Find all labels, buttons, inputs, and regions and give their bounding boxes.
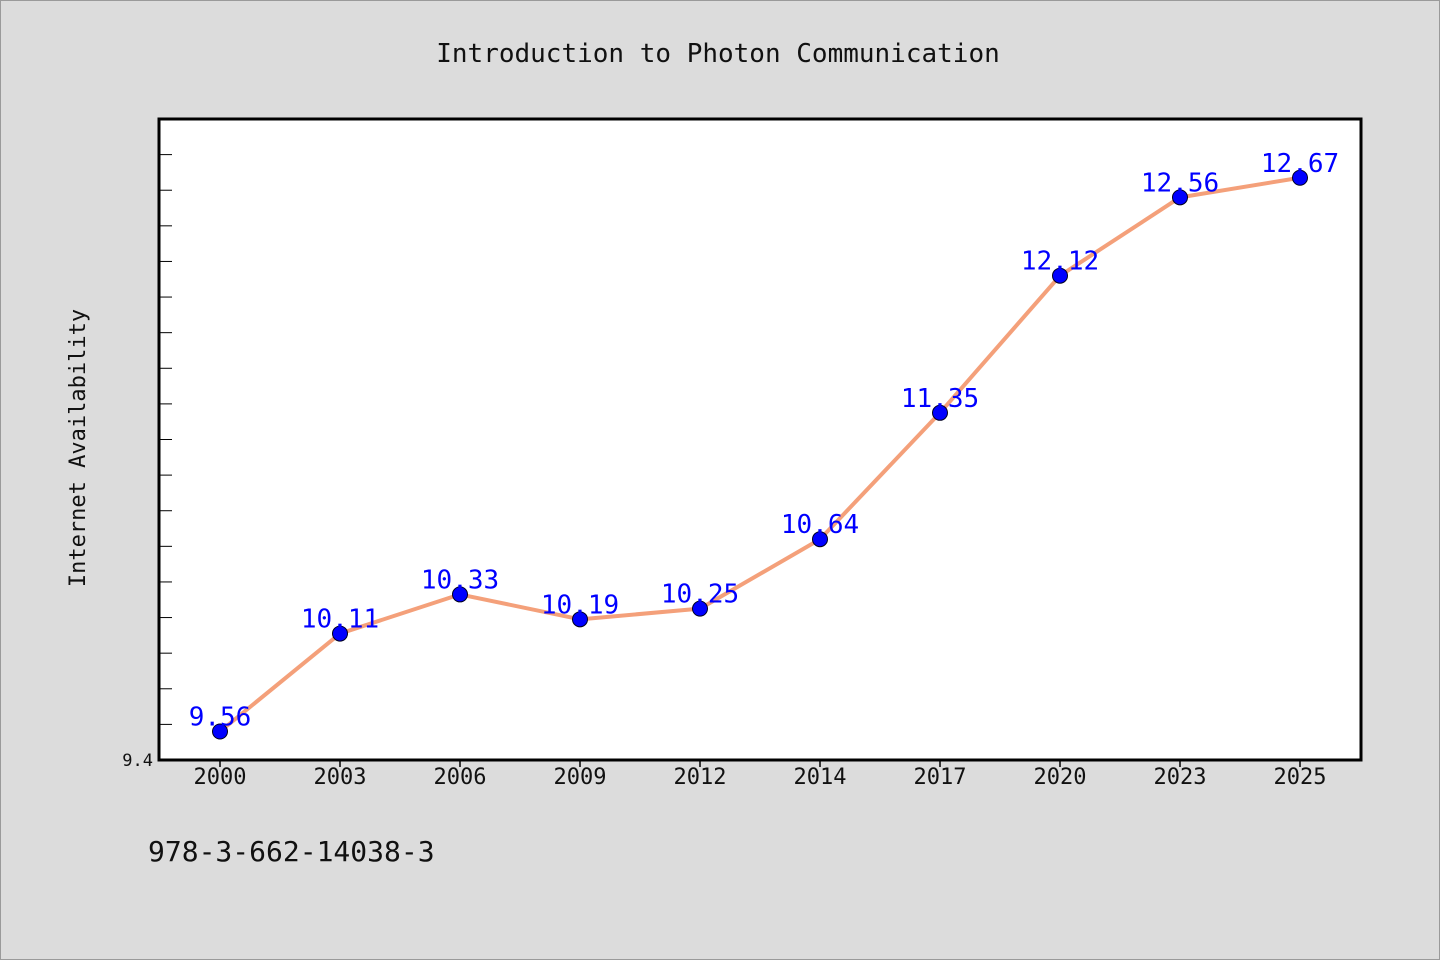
x-tick-label: 2009 xyxy=(554,765,607,790)
x-tick-label: 2000 xyxy=(194,765,247,790)
data-point xyxy=(212,723,228,740)
data-labels: 9.56 10.11 10.33 10.19 10.25 10.64 11.35 12.12 1… xyxy=(189,149,1339,733)
data-label: 12.12 xyxy=(1021,247,1099,277)
plot-area xyxy=(157,117,1363,762)
data-label: 11.35 xyxy=(901,384,979,414)
data-label: 10.19 xyxy=(541,590,619,620)
data-label: 12.67 xyxy=(1261,149,1339,179)
data-label: 10.25 xyxy=(661,580,739,610)
isbn-label: 978-3-662-14038-3 xyxy=(148,835,435,868)
x-tick-label: 2012 xyxy=(674,765,727,790)
data-label: 10.64 xyxy=(781,510,859,540)
y-axis-label: Internet Availability xyxy=(66,309,91,587)
data-point xyxy=(1172,189,1188,206)
x-tick-label: 2025 xyxy=(1274,765,1327,790)
x-tick-label: 2006 xyxy=(434,765,487,790)
x-tick-label: 2023 xyxy=(1154,765,1207,790)
x-tick-label: 2003 xyxy=(314,765,367,790)
data-label: 12.56 xyxy=(1141,168,1219,198)
data-label: 9.56 xyxy=(189,703,252,733)
data-point xyxy=(932,404,948,421)
series-line xyxy=(218,175,1301,734)
data-point xyxy=(452,586,468,603)
x-tick-label: 2014 xyxy=(794,765,847,790)
chart-title: Introduction to Photon Communication xyxy=(436,39,1000,69)
data-point xyxy=(332,625,348,642)
data-point xyxy=(692,600,708,617)
x-tick-label: 2017 xyxy=(914,765,967,790)
data-point xyxy=(1052,267,1068,284)
series-layer xyxy=(212,169,1308,740)
x-tick-label: 2020 xyxy=(1034,765,1087,790)
x-axis-ticks: 2000 2003 2006 2009 2012 2014 2017 2020 2023 2025 xyxy=(194,760,1327,790)
data-point xyxy=(1292,169,1308,186)
y-tick-label: 9.4 xyxy=(122,751,153,771)
data-label: 10.11 xyxy=(301,605,379,635)
data-point xyxy=(572,611,588,628)
data-label: 10.33 xyxy=(421,565,499,595)
y-axis-ticks: 9.4 xyxy=(122,154,172,771)
data-point xyxy=(812,531,828,548)
